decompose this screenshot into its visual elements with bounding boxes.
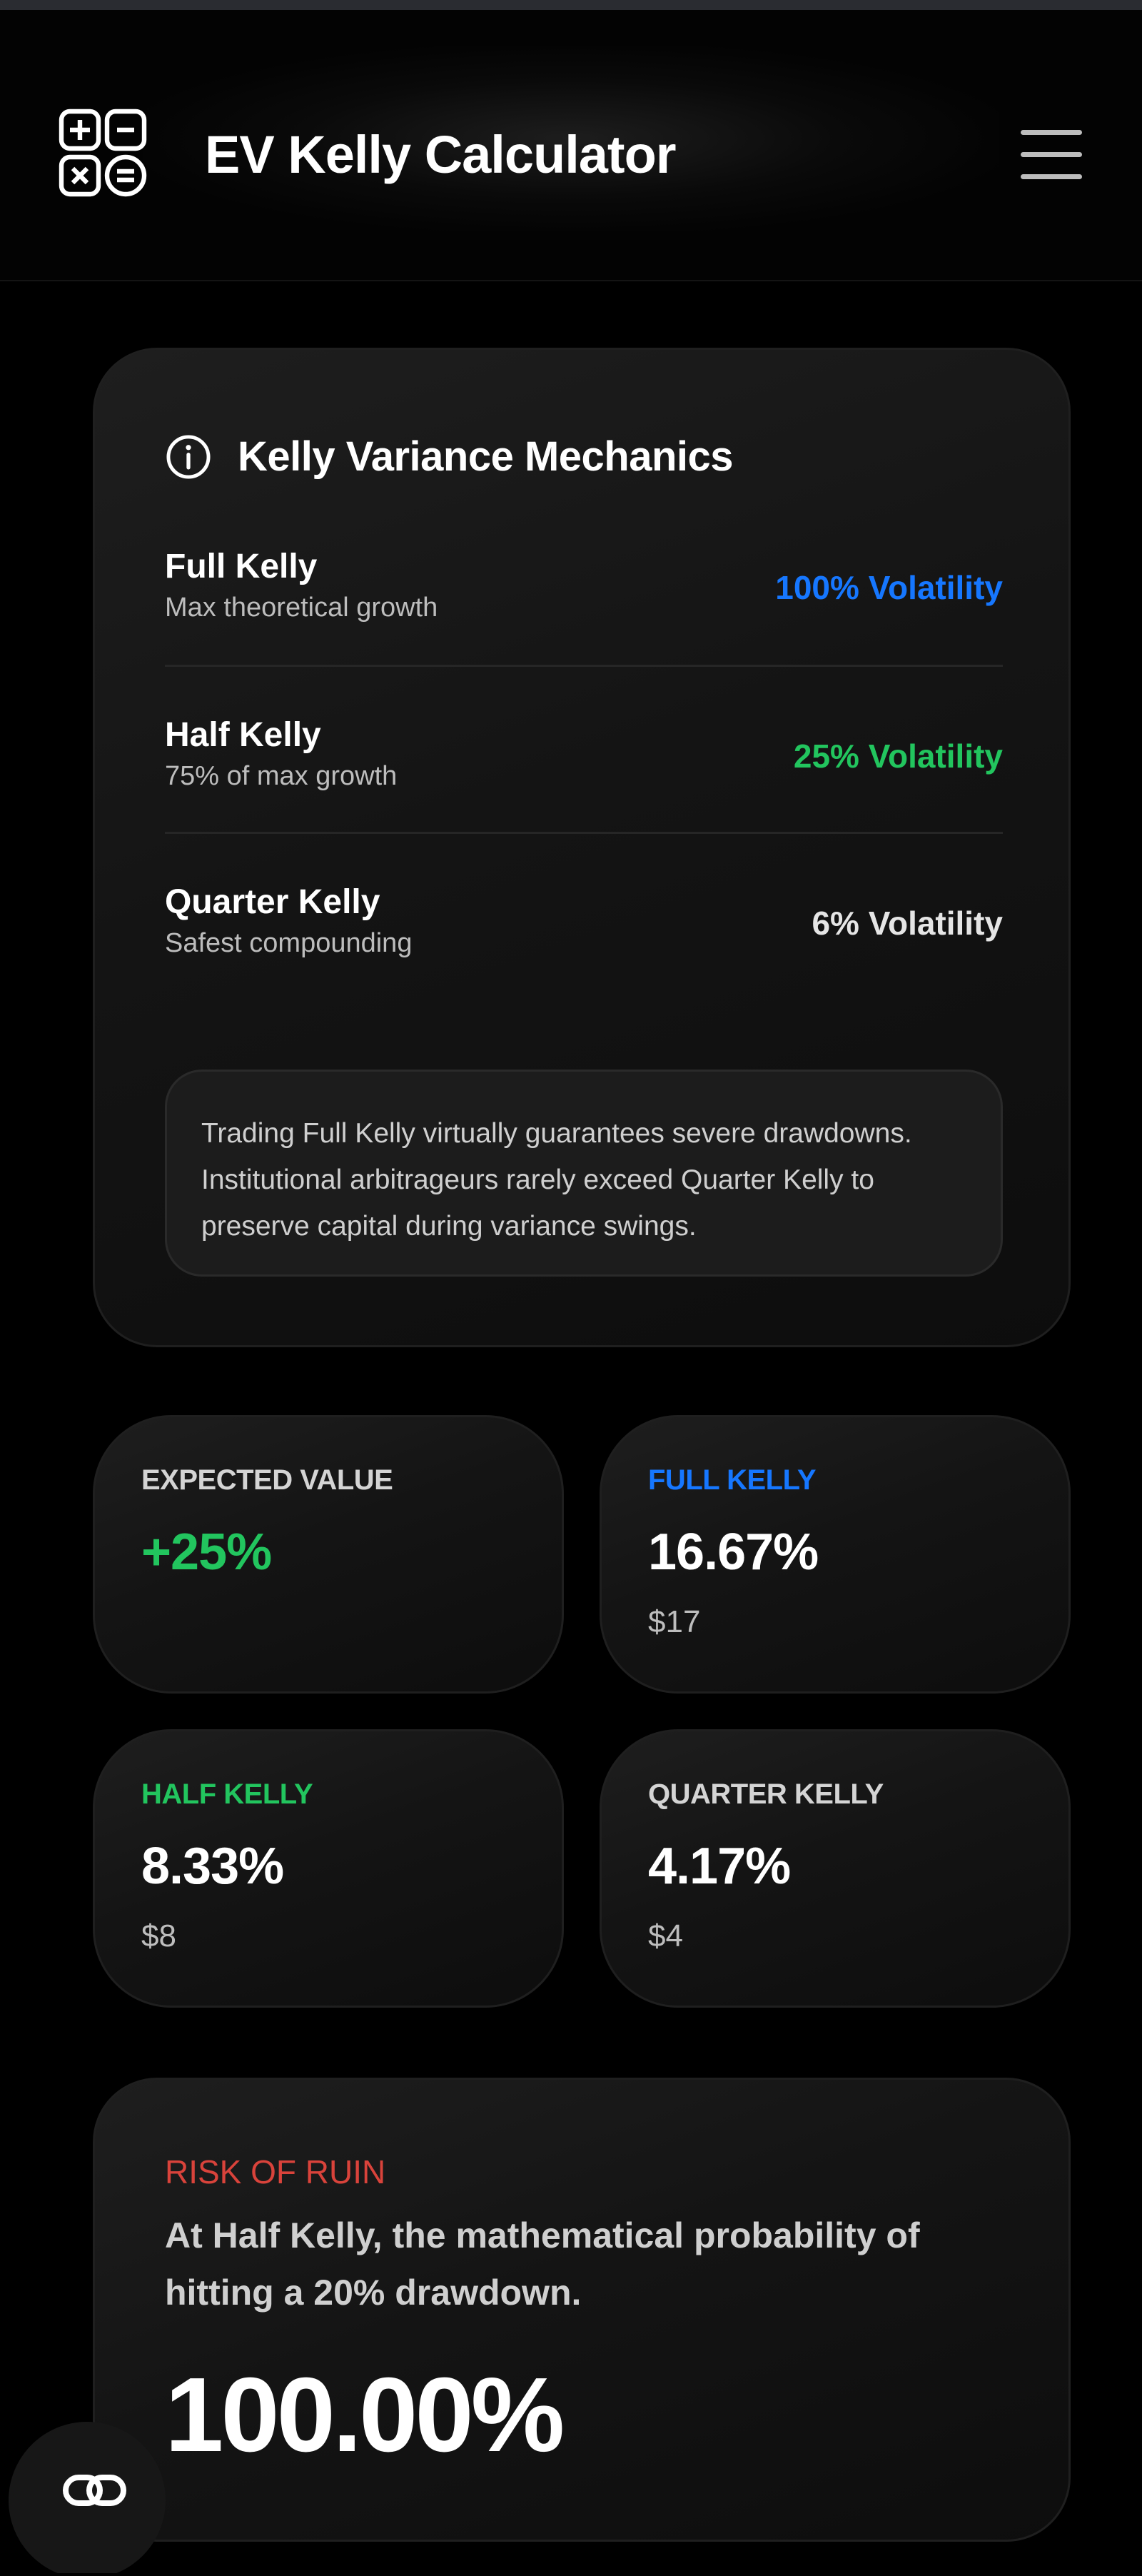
hamburger-menu-icon[interactable] [1021, 130, 1082, 180]
stat-amount: $8 [141, 1918, 176, 1953]
expected-value-card: EXPECTED VALUE +25% [93, 1415, 564, 1694]
full-kelly-row: Full Kelly Max theoretical growth 100% V… [165, 547, 1003, 654]
calculator-icon [59, 109, 147, 197]
kelly-note: Trading Full Kelly virtually guarantees … [165, 1070, 1003, 1277]
divider [165, 665, 1003, 667]
divider [165, 832, 1003, 834]
quarter-kelly-card: QUARTER KELLY 4.17% $4 [600, 1729, 1071, 2008]
stat-label: EXPECTED VALUE [141, 1464, 393, 1496]
stat-value: +25% [141, 1524, 272, 1581]
link-icon[interactable] [0, 2419, 168, 2576]
risk-value: 100.00% [165, 2356, 565, 2474]
card-title: Kelly Variance Mechanics [238, 433, 734, 480]
row-description: Safest compounding [165, 928, 413, 958]
stat-value: 4.17% [648, 1838, 791, 1895]
row-volatility: 6% Volatility [812, 905, 1003, 942]
stat-amount: $17 [648, 1604, 701, 1639]
half-kelly-card: HALF KELLY 8.33% $8 [93, 1729, 564, 2008]
stat-label: QUARTER KELLY [648, 1778, 884, 1810]
row-name: Half Kelly [165, 716, 321, 754]
stat-label: FULL KELLY [648, 1464, 817, 1496]
row-volatility: 25% Volatility [793, 738, 1003, 775]
stat-amount: $4 [648, 1918, 683, 1953]
row-name: Full Kelly [165, 548, 318, 585]
header-glow [143, 46, 999, 231]
card-header: Kelly Variance Mechanics [165, 433, 734, 481]
row-name: Quarter Kelly [165, 883, 380, 921]
window-top-bar [0, 0, 1142, 10]
stat-value: 16.67% [648, 1524, 819, 1581]
kelly-variance-card: Kelly Variance Mechanics Full Kelly Max … [93, 348, 1071, 1347]
row-volatility: 100% Volatility [775, 569, 1003, 606]
row-description: Max theoretical growth [165, 593, 438, 623]
full-kelly-card: FULL KELLY 16.67% $17 [600, 1415, 1071, 1694]
quarter-kelly-row: Quarter Kelly Safest compounding 6% Vola… [165, 882, 1003, 990]
row-description: 75% of max growth [165, 761, 398, 791]
app-title: EV Kelly Calculator [205, 125, 677, 184]
stat-value: 8.33% [141, 1838, 284, 1895]
stat-label: HALF KELLY [141, 1778, 313, 1810]
floating-action-button[interactable] [9, 2422, 166, 2573]
risk-label: RISK OF RUIN [165, 2153, 386, 2190]
app-header: EV Kelly Calculator [0, 10, 1142, 281]
risk-description: At Half Kelly, the mathematical probabil… [165, 2215, 920, 2313]
risk-of-ruin-card: RISK OF RUIN At Half Kelly, the mathemat… [93, 2078, 1071, 2542]
info-icon [166, 434, 211, 479]
half-kelly-row: Half Kelly 75% of max growth 25% Volatil… [165, 715, 1003, 822]
